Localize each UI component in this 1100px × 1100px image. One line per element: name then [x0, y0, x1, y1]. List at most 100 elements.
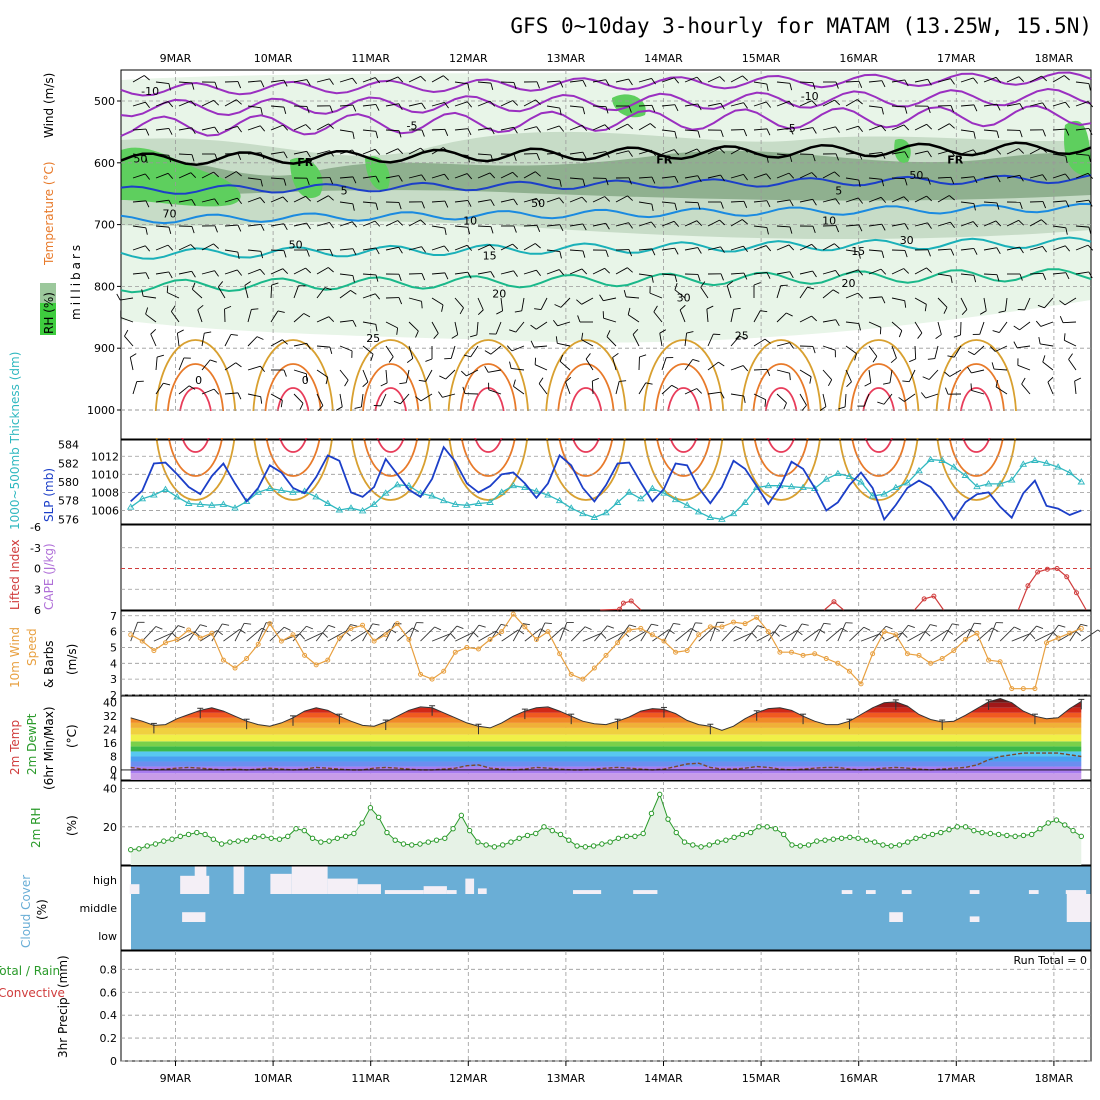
upper-wind-barb — [1029, 147, 1042, 155]
wind10-barb-flag — [562, 627, 570, 632]
upper-wind-barb — [1052, 153, 1066, 157]
upper-wind-barb — [247, 365, 261, 371]
thickness-point — [903, 479, 912, 486]
upper-wind-barb-flag — [858, 152, 863, 160]
upper-wind-barb — [538, 383, 548, 395]
upper-wind-barb — [776, 225, 790, 228]
wind10-speed-point — [788, 649, 794, 655]
upper-wind-barb — [557, 342, 571, 347]
upper-wind-barb-flag — [299, 403, 304, 410]
upper-wind-barb-flag — [335, 406, 343, 411]
upper-wind-barb — [534, 364, 548, 371]
wind10-speed-point — [302, 652, 308, 658]
upper-wind-barb — [661, 77, 675, 83]
upper-wind-barb — [908, 369, 916, 382]
upper-wind-barb-flag — [344, 379, 349, 387]
upper-wind-barb — [937, 78, 951, 83]
upper-wind-barb-flag — [374, 77, 381, 84]
thickness-tick-label: 576 — [58, 513, 79, 526]
wind10-speed-point — [568, 671, 574, 677]
upper-wind-barb — [868, 296, 882, 299]
wind10-barb-flag — [1014, 626, 1021, 631]
upper-wind-barb — [661, 149, 675, 155]
upper-wind-barb — [776, 153, 790, 156]
upper-wind-barb — [983, 247, 997, 251]
thickness-point — [393, 480, 402, 488]
upper-wind-barb — [201, 333, 205, 347]
upper-wind-barb-flag — [857, 269, 864, 276]
upper-wind-barb-flag — [967, 366, 972, 374]
upper-wind-barb — [868, 345, 878, 357]
thickness-point — [857, 478, 865, 485]
wind10-barb — [953, 628, 971, 642]
upper-wind-barb-flag — [950, 150, 955, 157]
upper-wind-barb-flag — [143, 75, 150, 81]
upper-wind-barb — [431, 272, 445, 275]
upper-wind-barb-flag — [877, 401, 885, 405]
wind10-speed-point — [661, 638, 667, 644]
upper-wind-barb — [684, 201, 699, 204]
wind10-barb — [686, 622, 696, 642]
wind10-barb-flag — [600, 632, 607, 639]
upper-wind-barb-flag — [653, 305, 658, 313]
wind10-speed-point — [707, 624, 713, 630]
upper-wind-barb-flag — [832, 289, 840, 294]
upper-wind-barb-flag — [514, 310, 522, 313]
rh2m-point — [218, 841, 225, 847]
upper-wind-barb-flag — [271, 282, 279, 286]
upper-wind-barb-flag — [191, 199, 196, 206]
rh-contour-label: 50 — [909, 169, 923, 182]
upper-wind-barb-flag — [467, 128, 472, 136]
upper-wind-barb — [914, 345, 917, 360]
upper-wind-barb-flag — [627, 195, 633, 201]
upper-wind-barb-flag — [904, 106, 908, 114]
upper-wind-barb — [953, 345, 962, 358]
upper-wind-barb-flag — [927, 358, 935, 360]
upper-wind-barb — [293, 369, 307, 375]
upper-wind-barb-flag — [996, 247, 1001, 255]
wind10-barb — [1022, 625, 1037, 642]
cloud-clear-segment — [573, 890, 602, 894]
upper-wind-barb — [143, 295, 157, 299]
upper-wind-barb — [799, 127, 813, 131]
rh2m-point — [789, 842, 795, 848]
upper-wind-barb — [224, 249, 238, 253]
wind10-speed-point — [499, 629, 505, 635]
thickness-point — [544, 491, 552, 498]
upper-wind-barb-flag — [917, 332, 923, 339]
upper-wind-barb — [431, 225, 445, 229]
wind10-barb-flag — [171, 632, 178, 639]
upper-wind-barb — [868, 177, 882, 180]
upper-wind-barb — [270, 196, 284, 203]
upper-wind-barb — [822, 369, 833, 380]
rh-legend-swatch-dark — [40, 283, 56, 303]
upper-wind-barb-flag — [324, 287, 332, 291]
wind10-barb-flag — [500, 623, 508, 627]
upper-wind-barb — [649, 292, 663, 299]
wind10-speed-point — [881, 629, 887, 635]
thickness-point — [880, 490, 888, 497]
upper-wind-barb-flag — [1065, 128, 1070, 136]
upper-wind-barb — [477, 100, 491, 107]
isotherm-label: -10 — [801, 90, 819, 103]
upper-wind-barb — [845, 369, 852, 382]
upper-wind-barb — [1006, 219, 1019, 227]
t2m-band — [130, 746, 1082, 752]
upper-wind-barb-flag — [1065, 101, 1071, 109]
upper-wind-barb — [339, 149, 353, 155]
upper-wind-barb-flag — [627, 123, 634, 130]
upper-wind-barb-flag — [235, 171, 242, 177]
upper-wind-barb-flag — [237, 81, 242, 89]
upper-wind-barb — [1064, 339, 1077, 347]
wind10-tick-label: 6 — [110, 626, 117, 639]
thickness-point — [451, 500, 460, 507]
rh2m-tick-label: 40 — [103, 783, 117, 796]
upper-wind-barb — [569, 223, 583, 227]
upper-wind-barb — [515, 321, 525, 333]
upper-wind-barb — [638, 201, 652, 205]
upper-wind-barb — [362, 321, 376, 325]
upper-wind-barb-flag — [858, 179, 861, 187]
upper-wind-barb — [684, 359, 694, 371]
upper-wind-barb — [293, 222, 307, 227]
upper-wind-barb-flag — [1064, 245, 1071, 252]
